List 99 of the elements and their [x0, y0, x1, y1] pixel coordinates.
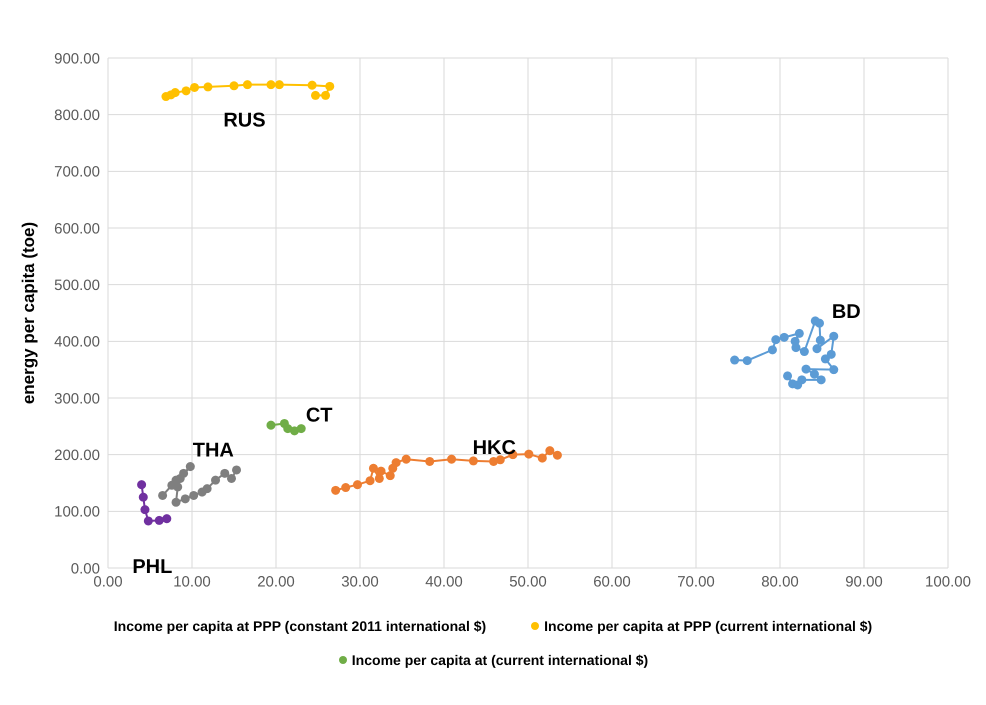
point — [425, 456, 434, 466]
point — [266, 420, 276, 430]
point — [447, 454, 456, 464]
x-tick-label: 10.00 — [173, 574, 211, 591]
x-tick-label: 20.00 — [257, 574, 295, 591]
point — [771, 335, 780, 344]
point — [137, 480, 146, 490]
point — [538, 454, 547, 463]
point — [386, 471, 395, 480]
x-tick-label: 100.00 — [925, 574, 971, 591]
point — [220, 468, 230, 478]
point — [308, 80, 317, 90]
y-tick-label: 500.00 — [54, 276, 100, 294]
point — [366, 476, 375, 486]
x-tick-label: 60.00 — [593, 574, 631, 591]
annotation: RUS — [223, 110, 266, 132]
point — [376, 466, 386, 476]
point — [154, 516, 164, 525]
point — [341, 483, 350, 492]
point — [211, 476, 220, 485]
point — [140, 505, 150, 514]
point — [368, 464, 378, 473]
y-tick-label: 700.00 — [54, 164, 100, 181]
point — [331, 486, 340, 495]
point — [829, 332, 838, 341]
point — [468, 456, 478, 466]
point — [392, 458, 401, 468]
point — [730, 356, 740, 365]
point — [162, 514, 172, 524]
point — [182, 86, 191, 96]
point — [816, 336, 825, 345]
annotation: CT — [306, 404, 333, 427]
point — [545, 446, 554, 456]
point — [812, 344, 822, 354]
point — [783, 371, 792, 380]
point — [170, 88, 180, 98]
x-tick-label: 70.00 — [677, 574, 715, 591]
point — [242, 80, 252, 90]
point — [352, 480, 362, 490]
y-tick-label: 300.00 — [54, 390, 100, 408]
annotation: THA — [192, 440, 234, 462]
x-tick-label: 80.00 — [761, 574, 799, 591]
point — [768, 345, 777, 354]
legend-label: Income per capita at PPP (current international $) — [544, 618, 872, 634]
point — [232, 465, 242, 474]
point — [186, 462, 195, 472]
point — [180, 494, 190, 504]
point — [829, 365, 838, 374]
point — [190, 82, 200, 92]
x-tick-label: 90.00 — [845, 574, 883, 591]
x-tick-label: 40.00 — [425, 574, 463, 591]
legend-label: Income per capita at (current international $) — [352, 652, 648, 668]
point — [496, 455, 505, 464]
annotation: HKC — [472, 436, 516, 459]
y-tick-label: 800.00 — [54, 106, 100, 124]
point — [791, 343, 800, 352]
point — [138, 492, 148, 502]
point — [374, 474, 384, 483]
point — [810, 370, 819, 379]
y-tick-label: 100.00 — [54, 504, 100, 521]
point — [780, 332, 789, 342]
point — [321, 90, 330, 100]
point — [788, 379, 798, 388]
annotation: PHL — [132, 556, 172, 578]
point — [229, 81, 239, 90]
point — [794, 328, 804, 338]
point — [402, 454, 411, 464]
text: Income per capita at PPP (constant 2011 international $) — [114, 618, 486, 634]
point — [176, 474, 185, 483]
point — [296, 424, 306, 434]
x-tick-label: 50.00 — [509, 574, 547, 591]
point — [226, 474, 236, 483]
point — [552, 450, 562, 460]
point — [266, 80, 276, 90]
point — [820, 354, 830, 364]
y-tick-label: 900.00 — [54, 50, 100, 68]
point — [173, 482, 182, 492]
point — [189, 490, 198, 500]
y-tick-label: 600.00 — [54, 220, 100, 238]
point — [203, 82, 212, 92]
point — [202, 484, 212, 494]
point — [274, 80, 284, 90]
point — [802, 364, 811, 374]
y-tick-label: 200.00 — [54, 446, 100, 464]
x-tick-label: 30.00 — [341, 574, 379, 591]
point — [172, 498, 181, 507]
y-tick-label: 400.00 — [54, 334, 100, 351]
point — [310, 90, 320, 100]
point — [826, 350, 836, 359]
point — [800, 347, 809, 356]
point — [816, 375, 826, 384]
point — [325, 82, 334, 91]
point — [742, 356, 752, 366]
point — [144, 516, 153, 526]
point — [158, 490, 168, 500]
y-axis-title: energy per capita (toe) — [19, 222, 38, 404]
point — [524, 450, 534, 459]
annotation: BD — [832, 300, 861, 323]
point — [814, 318, 824, 328]
